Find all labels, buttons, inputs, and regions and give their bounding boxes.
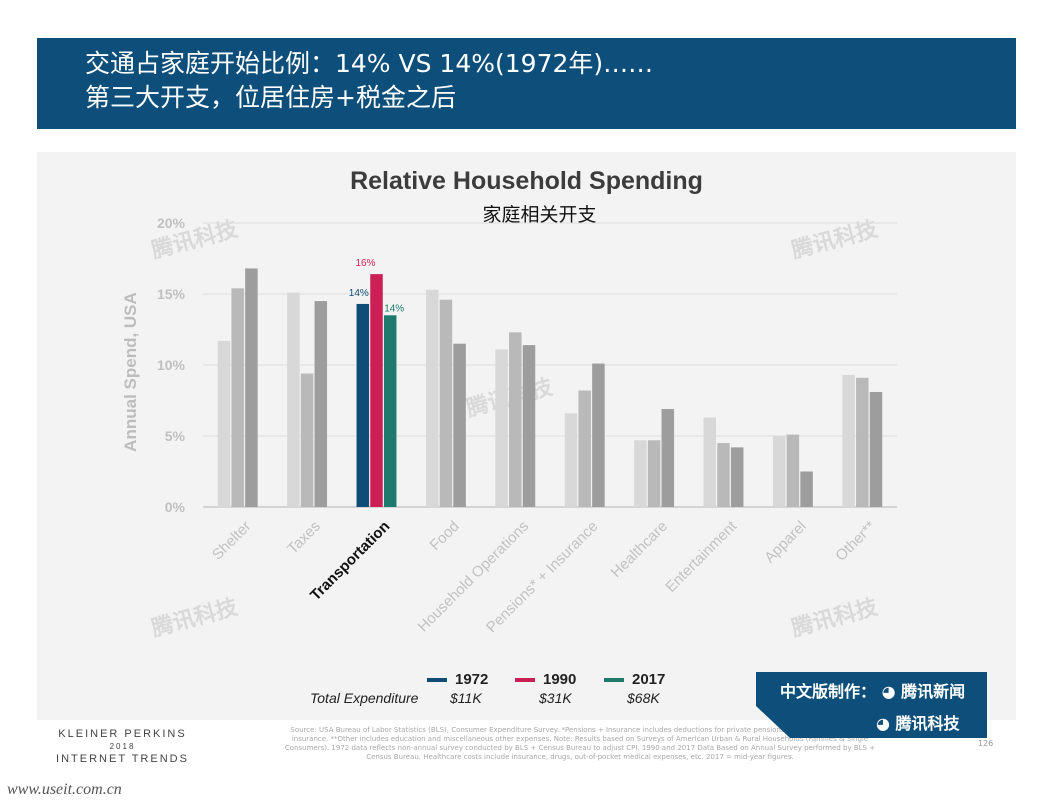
bar <box>842 374 855 507</box>
data-label: 14% <box>384 303 404 314</box>
legend-label: 1972 <box>455 671 489 688</box>
bar <box>287 292 300 507</box>
bar <box>439 299 453 507</box>
y-tick-label: 20% <box>157 215 186 231</box>
bar <box>217 340 231 507</box>
x-tick-label: Healthcare <box>608 518 671 581</box>
bar <box>647 440 661 507</box>
bar <box>300 373 314 507</box>
header-title-line2: 第三大开支，位居住房+税金之后 <box>85 83 456 112</box>
bar <box>869 391 883 507</box>
legend-item-1990: 1990 <box>515 671 576 689</box>
bar <box>717 443 730 507</box>
x-tick-label: Food <box>427 518 463 554</box>
source-note: Source: USA Bureau of Labor Statistics (… <box>284 726 876 761</box>
x-tick-label: Other** <box>832 518 879 565</box>
legend-swatch <box>604 678 624 683</box>
bar <box>786 434 800 507</box>
expenditure-2017: $68K <box>627 690 660 706</box>
x-tick-label: Entertainment <box>662 517 741 596</box>
bar <box>564 413 578 507</box>
bar <box>453 343 466 507</box>
bar <box>356 303 370 507</box>
x-tick-label: Shelter <box>209 518 255 564</box>
total-expenditure-label: Total Expenditure <box>310 690 419 706</box>
legend-swatch <box>515 678 535 683</box>
bar <box>703 417 717 507</box>
legend-item-1972: 1972 <box>427 671 488 689</box>
x-tick-label: Taxes <box>284 518 324 558</box>
y-tick-label: 5% <box>165 428 186 444</box>
badge-line1: 中文版制作： ◕ 腾讯新闻 <box>780 678 965 702</box>
x-tick-label: Pensions* + Insurance <box>483 518 601 636</box>
badge-line2: ◕ 腾讯科技 <box>876 710 960 734</box>
header-title-line1: 交通占家庭开始比例：14% VS 14%(1972年)…… <box>85 49 654 78</box>
data-label: 14% <box>349 288 369 299</box>
bar <box>495 349 508 507</box>
badge-brand2: 腾讯科技 <box>895 714 960 733</box>
legend-swatch <box>427 678 447 683</box>
chart-title: Relative Household Spending <box>350 167 703 195</box>
data-label: 16% <box>355 258 375 269</box>
chart-subtitle: 家庭相关开支 <box>482 204 597 226</box>
bar <box>522 345 536 507</box>
y-axis-label: Annual Spend, USA <box>121 292 140 452</box>
header-banner: 交通占家庭开始比例：14% VS 14%(1972年)…… 第三大开支，位居住房… <box>37 38 1016 129</box>
page-number: 126 <box>978 739 994 748</box>
kp-brand-line3: INTERNET TRENDS <box>56 753 189 765</box>
y-tick-label: 10% <box>157 357 186 373</box>
bar <box>856 377 869 507</box>
badge-brand1: 腾讯新闻 <box>901 682 966 701</box>
bar <box>578 390 591 507</box>
credit-badge: 中文版制作： ◕ 腾讯新闻 ◕ 腾讯科技 <box>756 672 987 738</box>
y-tick-label: 15% <box>157 286 186 302</box>
bar <box>730 447 744 507</box>
bar <box>772 436 786 507</box>
badge-made-by: 中文版制作： <box>780 682 877 701</box>
bar <box>800 471 813 507</box>
bar <box>661 409 675 507</box>
bar <box>425 289 439 507</box>
kp-brand-line1: KLEINER PERKINS <box>58 728 187 740</box>
tencent-tech-icon: ◕ <box>876 714 890 733</box>
site-watermark: www.useit.com.cn <box>7 781 122 798</box>
legend-label: 2017 <box>632 671 666 688</box>
y-tick-label: 0% <box>165 499 186 515</box>
bar <box>383 315 397 507</box>
tencent-news-icon: ◕ <box>881 682 896 701</box>
x-tick-label: Apparel <box>761 518 810 567</box>
bar <box>245 268 258 507</box>
bar <box>592 363 605 507</box>
expenditure-1972: $11K <box>450 690 482 706</box>
legend-label: 1990 <box>543 671 577 688</box>
expenditure-1990: $31K <box>539 690 572 706</box>
badge-background <box>756 672 987 738</box>
bar <box>314 301 328 507</box>
legend-item-2017: 2017 <box>604 671 665 689</box>
bar <box>634 440 647 507</box>
bar <box>370 274 383 507</box>
bar <box>509 332 522 507</box>
bar <box>231 288 244 507</box>
kp-brand-year: 2018 <box>109 742 136 751</box>
